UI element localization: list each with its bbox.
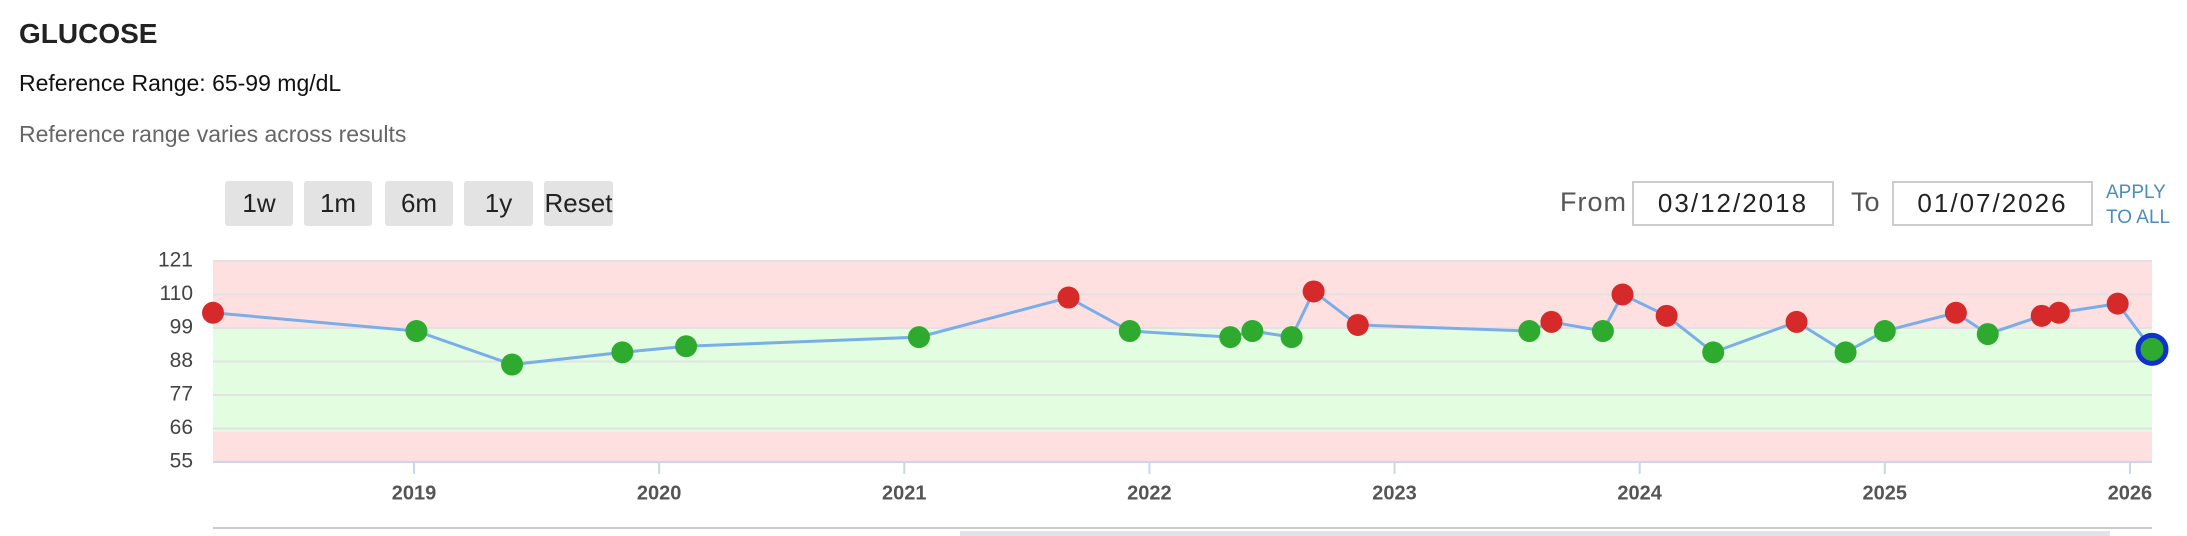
data-point <box>1655 304 1678 327</box>
data-point <box>1944 301 1967 324</box>
range-button[interactable]: 1w <box>225 181 293 226</box>
series-line <box>212 289 2154 367</box>
data-point <box>1834 341 1857 364</box>
range-button[interactable]: 6m <box>385 181 453 226</box>
note: Reference range varies across results <box>19 121 407 147</box>
y-tick-label: 55 <box>170 450 193 473</box>
data-point <box>2106 292 2129 315</box>
data-point <box>611 341 634 364</box>
x-tick-label: 2022 <box>1127 482 1172 504</box>
x-tick-label: 2026 <box>2108 482 2153 504</box>
data-point <box>1118 320 1141 343</box>
reset-button[interactable]: Reset <box>544 181 613 226</box>
x-tick-label: 2019 <box>392 482 437 504</box>
to-input[interactable]: 01/07/2026 <box>1892 181 2093 226</box>
x-tick-label: 2024 <box>1617 482 1662 504</box>
y-tick-label: 99 <box>170 316 193 339</box>
data-point <box>1057 286 1080 309</box>
y-tick-label: 66 <box>170 416 193 439</box>
x-tick-label: 2020 <box>637 482 682 504</box>
data-point <box>202 301 224 324</box>
apply-text[interactable]: TO ALL <box>2106 207 2171 228</box>
data-point <box>675 335 698 358</box>
data-point <box>501 353 524 376</box>
y-tick-label: 110 <box>160 282 193 305</box>
data-point <box>2030 304 2053 327</box>
data-point <box>1873 320 1896 343</box>
reference-range: Reference Range: 65-99 mg/dL <box>19 70 342 96</box>
data-point <box>907 326 930 349</box>
range-button[interactable]: 1y <box>464 181 533 226</box>
from-input[interactable]: 03/12/2018 <box>1632 181 1834 226</box>
x-tick-label: 2021 <box>882 482 927 504</box>
y-tick-label: 88 <box>170 349 193 372</box>
data-point <box>1346 313 1369 336</box>
y-tick-label: 121 <box>158 249 193 272</box>
from-label: From <box>1560 187 1627 217</box>
apply-text[interactable]: APPLY <box>2106 182 2166 203</box>
data-point <box>1280 326 1303 349</box>
data-point <box>1540 310 1563 333</box>
range-button[interactable]: 1m <box>304 181 372 226</box>
y-tick-label: 77 <box>170 383 193 406</box>
data-point <box>1241 320 1264 343</box>
data-point <box>1302 280 1325 303</box>
data-point <box>1702 341 1725 364</box>
data-point <box>2135 332 2169 366</box>
reference-band <box>213 328 2152 432</box>
title: GLUCOSE <box>19 18 158 49</box>
data-point <box>1611 283 1634 306</box>
data-point <box>1976 323 1999 346</box>
navigator-window <box>960 531 2110 536</box>
data-point <box>1518 320 1541 343</box>
data-point <box>2047 301 2070 324</box>
data-point <box>1785 310 1808 333</box>
reference-band <box>213 431 2152 462</box>
apply-button[interactable]: APPLY TO ALL <box>2106 180 2170 230</box>
x-tick-label: 2025 <box>1863 482 1908 504</box>
data-point <box>1219 326 1242 349</box>
x-tick-label: 2023 <box>1372 482 1417 504</box>
data-point <box>1591 320 1614 343</box>
data-point <box>405 320 428 343</box>
to-label: To <box>1851 187 1880 217</box>
